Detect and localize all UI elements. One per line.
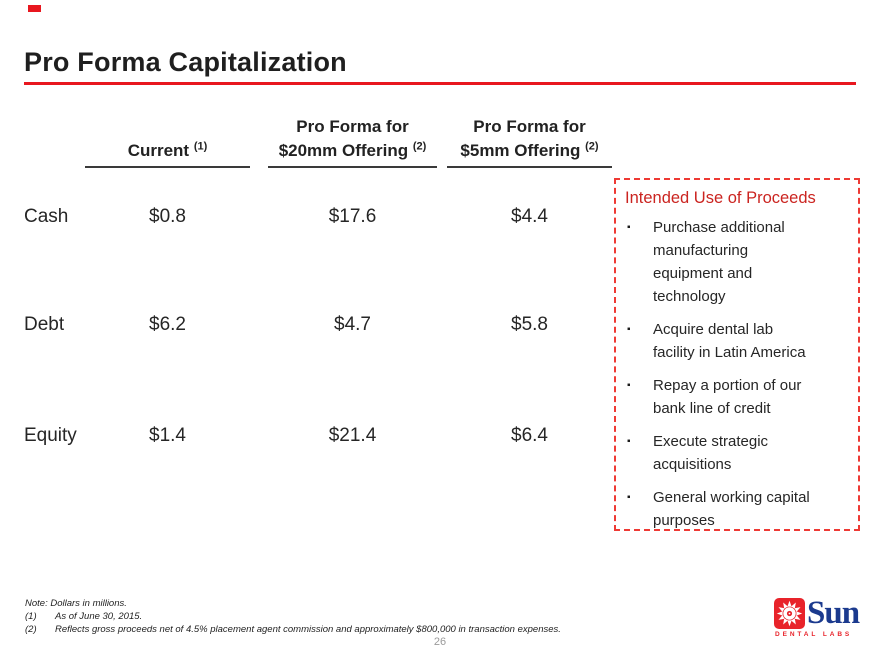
- square-bullet-icon: ▪: [627, 380, 631, 391]
- column-header-line1: Pro Forma for: [296, 117, 409, 136]
- footnote-2: (2) Reflects gross proceeds net of 4.5% p…: [25, 623, 561, 636]
- title-underline-rule: [24, 82, 856, 85]
- footnote-marker: (1): [25, 611, 37, 622]
- column-header-5mm: Pro Forma for $5mm Offering (2): [447, 100, 612, 168]
- column-header-label: $20mm Offering: [278, 141, 409, 160]
- footnote-text: As of June 30, 2015.: [55, 611, 143, 622]
- square-bullet-icon: ▪: [627, 222, 631, 233]
- bullet-text: Execute strategic acquisitions: [653, 433, 769, 473]
- footnote-1: (1) As of June 30, 2015.: [25, 610, 561, 623]
- footnote-text: Reflects gross proceeds net of 4.5% plac…: [55, 624, 561, 635]
- list-item: ▪ Purchase additional manufacturing equi…: [625, 216, 850, 308]
- list-item: ▪ Acquire dental lab facility in Latin A…: [625, 318, 850, 364]
- footnote-ref: (1): [193, 140, 208, 153]
- square-bullet-icon: ▪: [627, 324, 631, 335]
- logo-wordmark: Sun: [807, 595, 860, 631]
- square-bullet-icon: ▪: [627, 436, 631, 447]
- column-header-label: $5mm Offering: [460, 141, 581, 160]
- logo-subtitle: DENTAL LABS: [775, 631, 853, 638]
- column-header-line1: Pro Forma for: [473, 117, 586, 136]
- sun-dental-labs-logo: Sun DENTAL LABS: [774, 595, 866, 638]
- row-label-cash: Cash: [24, 206, 69, 227]
- column-header-current: Current (1): [85, 100, 250, 168]
- cell-debt-5mm: $5.8: [511, 314, 548, 335]
- cell-cash-current: $0.8: [149, 206, 186, 227]
- page-title: Pro Forma Capitalization: [24, 47, 347, 77]
- sun-logo-icon: [774, 598, 805, 629]
- cell-debt-20mm: $4.7: [334, 314, 371, 335]
- top-left-red-mark: [28, 5, 41, 12]
- column-header-label: Current: [127, 141, 190, 160]
- footnotes: Note: Dollars in millions. (1) As of June…: [25, 597, 561, 636]
- footnote-note: Note: Dollars in millions.: [25, 598, 127, 609]
- cell-equity-20mm: $21.4: [328, 425, 377, 446]
- cell-cash-20mm: $17.6: [328, 206, 377, 227]
- footnote-marker: (2): [25, 624, 37, 635]
- row-label-debt: Debt: [24, 314, 65, 335]
- list-item: ▪ Repay a portion of our bank line of cr…: [625, 374, 850, 420]
- cell-equity-5mm: $6.4: [511, 425, 548, 446]
- proceeds-box-title: Intended Use of Proceeds: [625, 189, 816, 207]
- row-label-equity: Equity: [24, 425, 77, 446]
- list-item: ▪ General working capital purposes: [625, 486, 850, 532]
- bullet-text: General working capital purposes: [653, 489, 810, 529]
- list-item: ▪ Execute strategic acquisitions: [625, 430, 850, 476]
- bullet-text: Purchase additional manufacturing equipm…: [653, 219, 785, 305]
- cell-debt-current: $6.2: [149, 314, 186, 335]
- page-number: 26: [433, 636, 447, 648]
- intended-use-of-proceeds-box: Intended Use of Proceeds ▪ Purchase addi…: [614, 178, 860, 531]
- footnote-ref: (2): [412, 140, 427, 153]
- proceeds-bullet-list: ▪ Purchase additional manufacturing equi…: [625, 216, 850, 532]
- footnote-ref: (2): [585, 140, 599, 153]
- cell-equity-current: $1.4: [149, 425, 186, 446]
- square-bullet-icon: ▪: [627, 492, 631, 503]
- bullet-text: Acquire dental lab facility in Latin Ame…: [653, 321, 806, 361]
- column-header-20mm: Pro Forma for $20mm Offering (2): [268, 100, 437, 168]
- bullet-text: Repay a portion of our bank line of cred…: [653, 377, 802, 417]
- cell-cash-5mm: $4.4: [511, 206, 548, 227]
- logo-row: Sun: [774, 595, 866, 631]
- capitalization-table: Current (1) Pro Forma for $20mm Offering…: [24, 100, 616, 465]
